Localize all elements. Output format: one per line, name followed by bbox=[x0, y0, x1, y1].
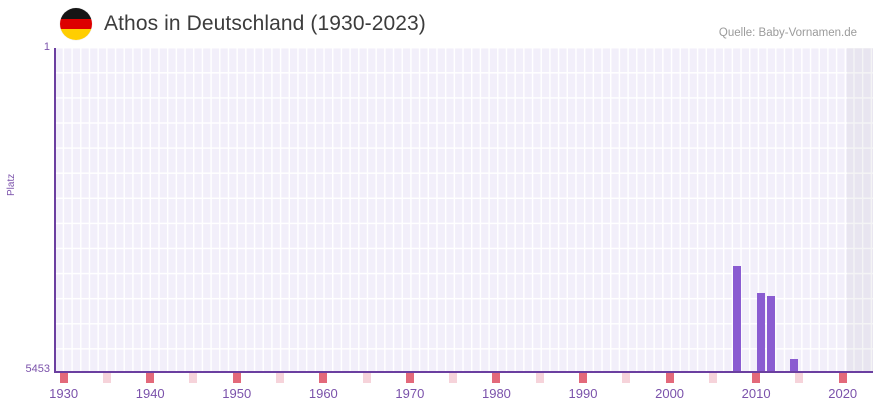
grid-lines bbox=[55, 48, 873, 372]
x-axis-tick-label: 1970 bbox=[395, 386, 425, 401]
x-tick-minor bbox=[795, 373, 804, 383]
x-tick-major bbox=[838, 373, 847, 383]
x-tick-major bbox=[752, 373, 761, 383]
y-tick-top: 1 bbox=[43, 41, 50, 53]
chart-header: Athos in Deutschland (1930-2023) Quelle:… bbox=[0, 0, 873, 46]
x-tick-minor bbox=[276, 373, 285, 383]
x-tick-minor bbox=[449, 373, 458, 383]
flag-band-gold bbox=[60, 29, 92, 40]
x-axis-tick-marks bbox=[0, 373, 873, 383]
x-tick-minor bbox=[708, 373, 717, 383]
x-tick-major bbox=[579, 373, 588, 383]
chart-title: Athos in Deutschland (1930-2023) bbox=[104, 12, 426, 35]
x-axis-tick-label: 2020 bbox=[828, 386, 858, 401]
x-tick-major bbox=[492, 373, 501, 383]
x-axis-labels: 1930 1940 1950 1960 1970 1980 1990 2000 2010 2020 bbox=[0, 386, 873, 406]
x-tick-minor bbox=[622, 373, 631, 383]
x-tick-minor bbox=[535, 373, 544, 383]
x-tick-major bbox=[146, 373, 155, 383]
shaded-recent-region bbox=[847, 48, 873, 372]
x-axis-tick-label: 1990 bbox=[568, 386, 598, 401]
bar bbox=[757, 293, 765, 372]
bar bbox=[733, 266, 741, 372]
x-tick-major bbox=[319, 373, 328, 383]
x-axis-tick-label: 1960 bbox=[308, 386, 338, 401]
x-axis-tick-label: 1940 bbox=[135, 386, 165, 401]
x-axis-tick-label: 1980 bbox=[481, 386, 511, 401]
x-tick-major bbox=[232, 373, 241, 383]
y-axis-ticks: 1 5453 bbox=[0, 0, 50, 412]
y-axis-line bbox=[54, 48, 56, 372]
x-axis-tick-label: 1950 bbox=[222, 386, 252, 401]
german-flag-circle-icon bbox=[60, 8, 92, 40]
x-tick-major bbox=[405, 373, 414, 383]
x-tick-minor bbox=[362, 373, 371, 383]
bar bbox=[790, 359, 798, 372]
source-attribution: Quelle: Baby-Vornamen.de bbox=[718, 27, 857, 39]
flag-band-red bbox=[60, 18, 92, 30]
flag-band-black bbox=[60, 8, 92, 19]
x-axis-tick-label: 2010 bbox=[741, 386, 771, 401]
x-tick-minor bbox=[102, 373, 111, 383]
plot-area bbox=[55, 48, 873, 372]
x-axis-tick-label: 1930 bbox=[49, 386, 79, 401]
x-tick-major bbox=[665, 373, 674, 383]
y-tick-bottom: 5453 bbox=[25, 363, 50, 375]
bar bbox=[767, 296, 775, 372]
x-tick-major bbox=[59, 373, 68, 383]
x-tick-minor bbox=[189, 373, 198, 383]
x-axis-tick-label: 2000 bbox=[655, 386, 685, 401]
x-axis-line bbox=[54, 371, 873, 373]
